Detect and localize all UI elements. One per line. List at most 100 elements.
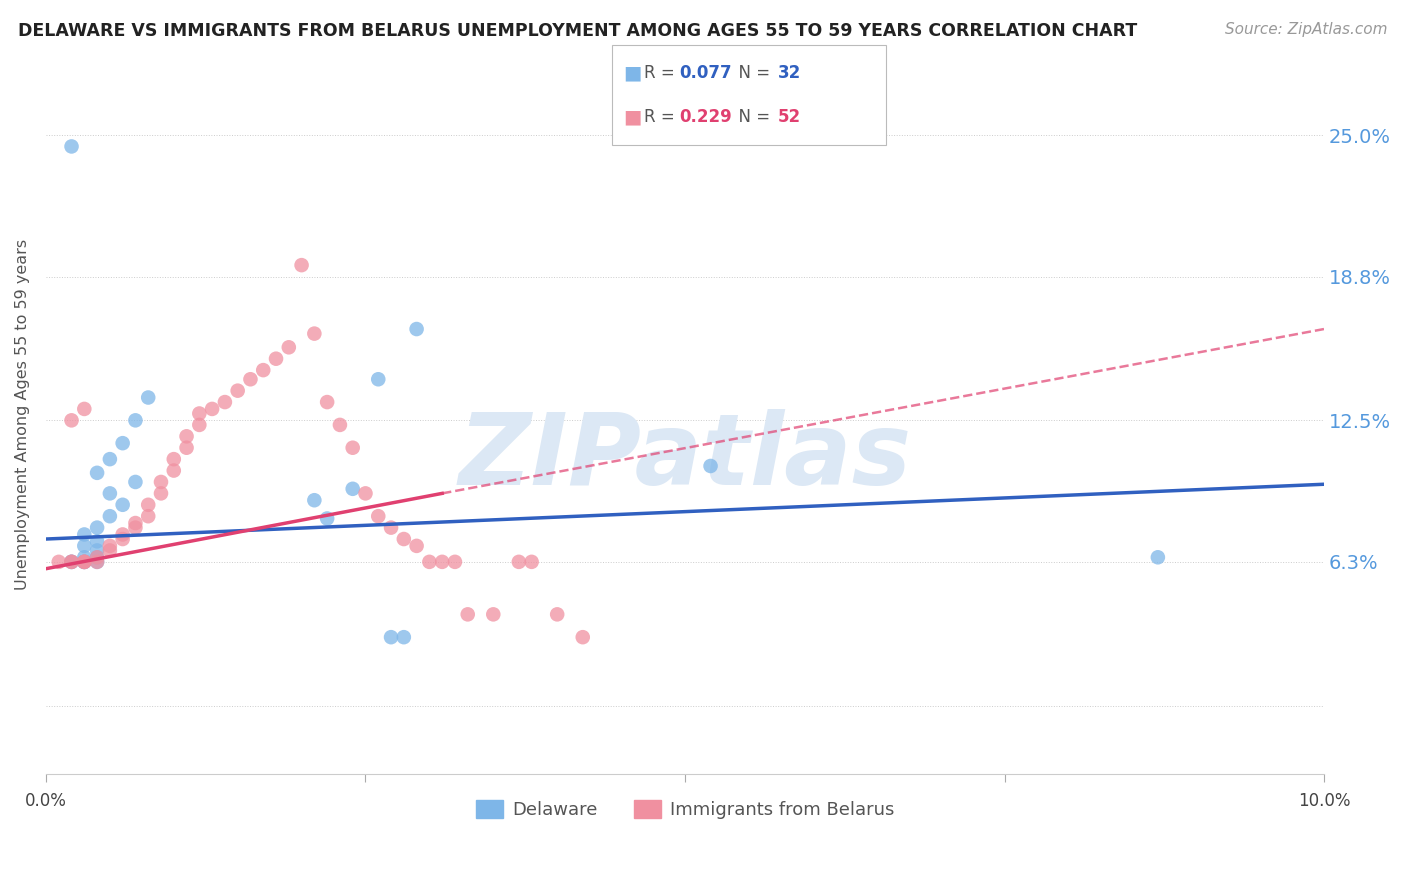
Point <box>392 532 415 546</box>
Point <box>418 555 440 569</box>
Point <box>98 486 121 500</box>
Point <box>73 555 96 569</box>
Point <box>136 391 159 405</box>
Point <box>380 630 402 644</box>
Text: 0.077: 0.077 <box>679 63 731 81</box>
Point <box>405 539 427 553</box>
Point <box>86 555 108 569</box>
Point <box>316 395 339 409</box>
Point <box>176 441 198 455</box>
Text: ZIPatlas: ZIPatlas <box>458 409 911 507</box>
Text: N =: N = <box>728 108 776 126</box>
Point <box>239 372 262 386</box>
Point <box>73 401 96 416</box>
Point <box>86 543 108 558</box>
Point <box>98 452 121 467</box>
Point <box>150 486 173 500</box>
Point <box>73 539 96 553</box>
Point <box>508 555 530 569</box>
Point <box>699 458 721 473</box>
Point <box>60 413 83 427</box>
Point <box>73 555 96 569</box>
Point <box>73 555 96 569</box>
Point <box>73 550 96 565</box>
Text: R =: R = <box>644 108 681 126</box>
Text: 0.0%: 0.0% <box>25 792 67 811</box>
Point <box>367 372 389 386</box>
Point <box>111 498 134 512</box>
Point <box>86 466 108 480</box>
Point <box>60 139 83 153</box>
Point <box>60 555 83 569</box>
Point <box>86 550 108 565</box>
Point <box>329 417 352 432</box>
Point <box>457 607 479 622</box>
Point <box>86 550 108 565</box>
Point <box>73 555 96 569</box>
Point <box>214 395 236 409</box>
Point <box>60 555 83 569</box>
Point <box>444 555 467 569</box>
Point <box>111 527 134 541</box>
Point <box>226 384 249 398</box>
Point <box>277 340 299 354</box>
Point <box>86 555 108 569</box>
Point <box>342 441 364 455</box>
Point <box>60 555 83 569</box>
Point <box>124 413 146 427</box>
Text: Source: ZipAtlas.com: Source: ZipAtlas.com <box>1225 22 1388 37</box>
Point <box>86 534 108 549</box>
Text: N =: N = <box>728 63 776 81</box>
Text: 32: 32 <box>778 63 801 81</box>
Point <box>1147 550 1170 565</box>
Text: 52: 52 <box>778 108 800 126</box>
Point <box>252 363 274 377</box>
Point <box>571 630 593 644</box>
Point <box>316 511 339 525</box>
Y-axis label: Unemployment Among Ages 55 to 59 years: Unemployment Among Ages 55 to 59 years <box>15 239 30 591</box>
Point <box>163 464 186 478</box>
Point <box>482 607 505 622</box>
Point <box>380 520 402 534</box>
Point <box>163 452 186 467</box>
Point <box>304 493 326 508</box>
Point <box>264 351 287 366</box>
Point <box>392 630 415 644</box>
Point <box>405 322 427 336</box>
Point <box>73 555 96 569</box>
Point <box>98 509 121 524</box>
Text: DELAWARE VS IMMIGRANTS FROM BELARUS UNEMPLOYMENT AMONG AGES 55 TO 59 YEARS CORRE: DELAWARE VS IMMIGRANTS FROM BELARUS UNEM… <box>18 22 1137 40</box>
Point <box>136 498 159 512</box>
Point <box>188 417 211 432</box>
Point <box>60 555 83 569</box>
Text: 0.229: 0.229 <box>679 108 733 126</box>
Legend: Delaware, Immigrants from Belarus: Delaware, Immigrants from Belarus <box>468 792 901 826</box>
Point <box>354 486 377 500</box>
Point <box>136 509 159 524</box>
Point <box>520 555 543 569</box>
Point <box>73 527 96 541</box>
Point <box>201 401 224 416</box>
Point <box>430 555 453 569</box>
Point <box>86 520 108 534</box>
Point <box>546 607 568 622</box>
Point <box>48 555 70 569</box>
Point <box>73 555 96 569</box>
Point <box>367 509 389 524</box>
Point <box>124 475 146 489</box>
Text: 10.0%: 10.0% <box>1298 792 1350 811</box>
Point <box>98 543 121 558</box>
Point <box>176 429 198 443</box>
Text: ■: ■ <box>623 107 641 126</box>
Point <box>111 436 134 450</box>
Point <box>150 475 173 489</box>
Text: ■: ■ <box>623 63 641 82</box>
Point <box>290 258 312 272</box>
Point <box>111 532 134 546</box>
Point <box>304 326 326 341</box>
Point <box>188 407 211 421</box>
Point <box>124 520 146 534</box>
Point <box>124 516 146 530</box>
Point <box>342 482 364 496</box>
Point <box>98 539 121 553</box>
